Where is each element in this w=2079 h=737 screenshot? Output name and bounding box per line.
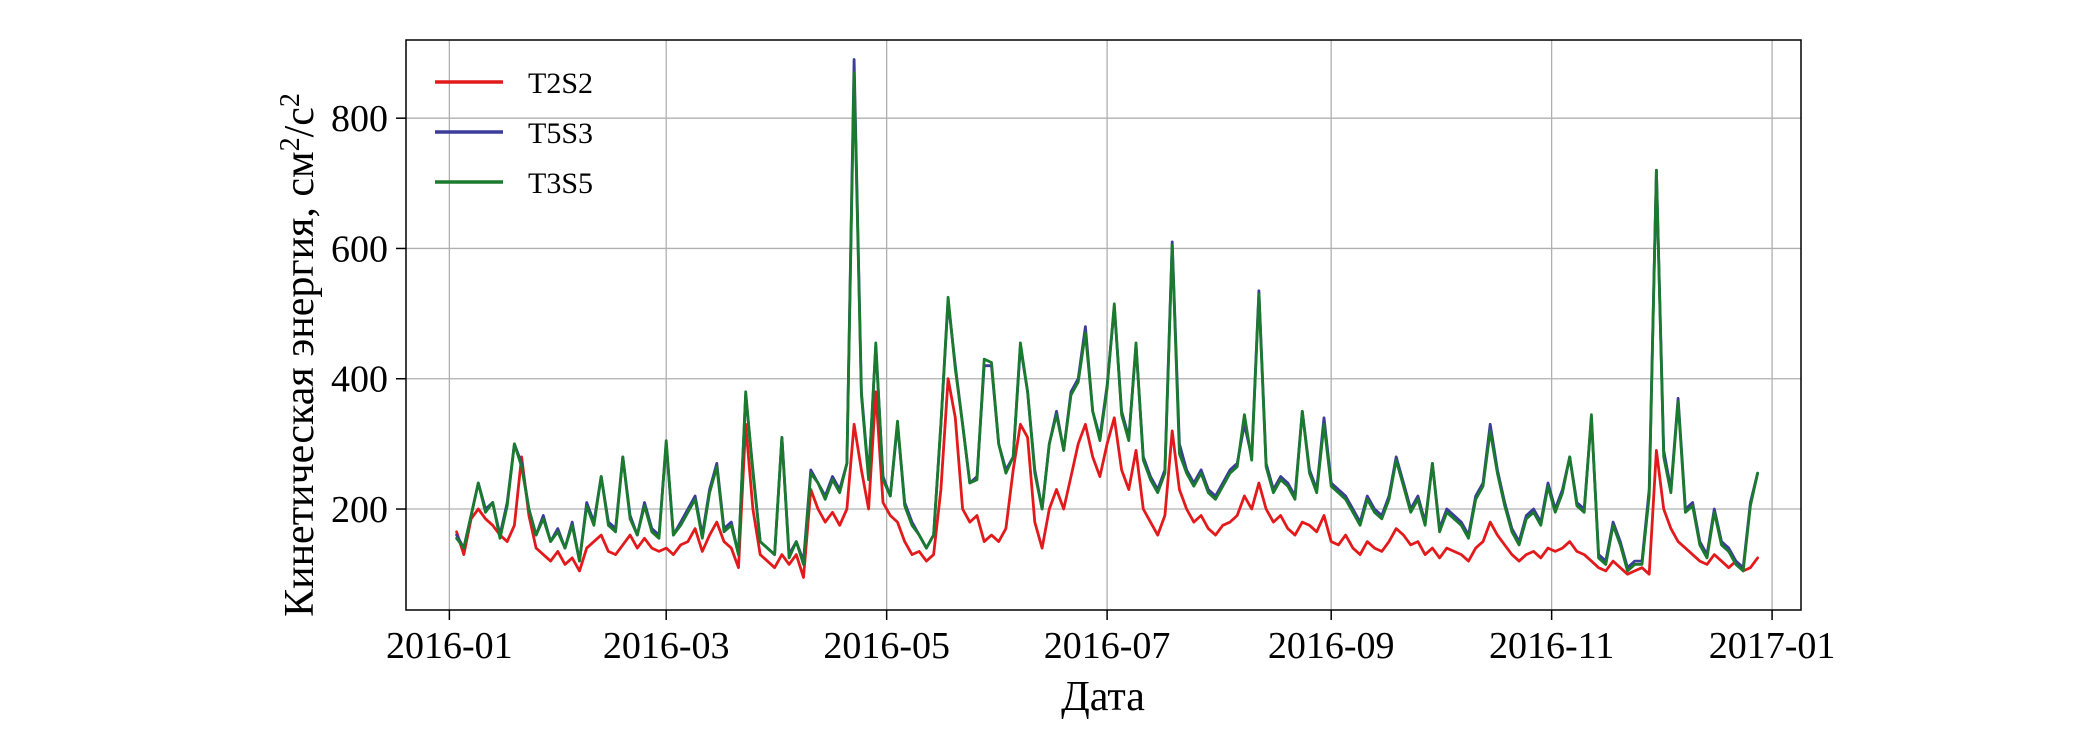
x-tick-label: 2016-11 [1489, 625, 1614, 667]
legend: T2S2 T5S3 T3S5 [435, 67, 593, 200]
legend-label-t2s2: T2S2 [528, 67, 593, 100]
y-axis-title: Кинетическая энергия, см2/с2 [275, 93, 323, 617]
x-tick-label: 2017-01 [1709, 625, 1836, 667]
x-tick-label: 2016-03 [603, 625, 730, 667]
y-axis-title-main: Кинетическая энергия, см [277, 151, 323, 617]
series-line-t3s5 [455, 71, 1759, 573]
x-tick-label: 2016-07 [1044, 625, 1171, 667]
plot-area-frame [405, 39, 1802, 611]
x-tick-label: 2016-01 [386, 625, 513, 667]
y-tick-label: 600 [331, 228, 388, 270]
x-axis-title: Дата [1061, 674, 1145, 720]
y-tick-label: 400 [331, 359, 388, 401]
grid [406, 40, 1801, 610]
legend-label-t3s5: T3S5 [528, 167, 593, 200]
axis-ticks: 2016-01 2016-03 2016-05 2016-07 2016-09 2016-… [331, 98, 1835, 667]
series-lines [455, 58, 1759, 579]
series-line-t2s2 [455, 377, 1759, 579]
y-tick-label: 200 [331, 489, 388, 531]
x-tick-label: 2016-09 [1268, 625, 1395, 667]
y-axis-title-sup1: 2 [275, 137, 306, 151]
legend-label-t5s3: T5S3 [528, 117, 593, 150]
y-axis-title-mid: /с [277, 107, 323, 137]
y-axis-title-sup2: 2 [275, 93, 306, 107]
y-tick-label: 800 [331, 98, 388, 140]
x-tick-label: 2016-05 [823, 625, 950, 667]
